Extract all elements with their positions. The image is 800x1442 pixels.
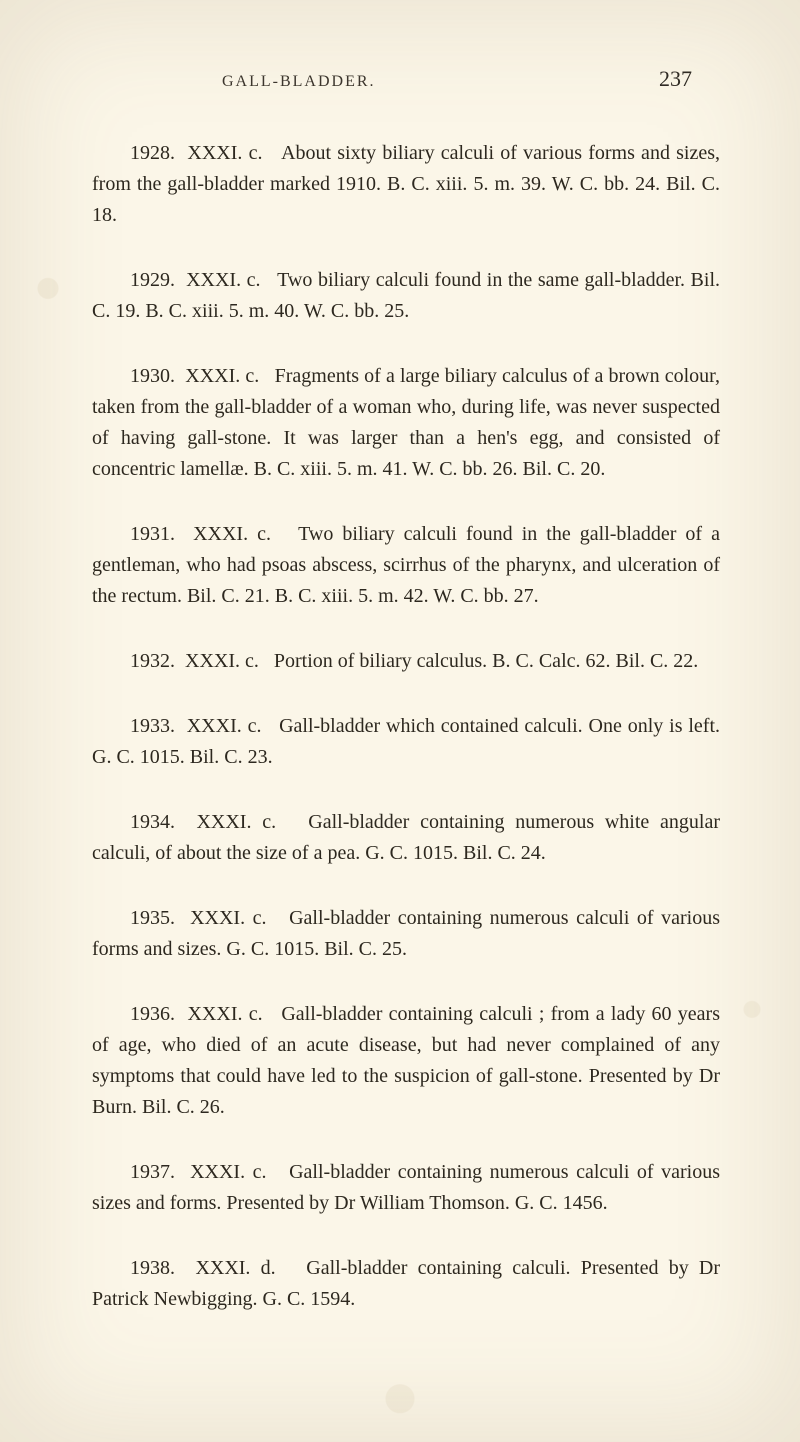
entry-class: XXXI. c.	[185, 365, 259, 387]
catalogue-entry: 1936. XXXI. c. Gall-bladder containing c…	[92, 999, 720, 1123]
page-number: 237	[659, 66, 692, 92]
entry-class: XXXI. c.	[193, 523, 271, 545]
catalogue-entry: 1930. XXXI. c. Fragments of a large bili…	[92, 361, 720, 485]
entry-class: XXXI. c.	[187, 1003, 262, 1025]
entry-number: 1938.	[130, 1257, 175, 1279]
entry-number: 1930.	[130, 365, 175, 387]
entry-class: XXXI. c.	[190, 907, 266, 929]
catalogue-entry: 1938. XXXI. d. Gall-bladder containing c…	[92, 1253, 720, 1315]
entry-number: 1936.	[130, 1003, 175, 1025]
entry-text: Gall-bladder containing calculi. Present…	[92, 1257, 720, 1310]
entry-number: 1933.	[130, 715, 175, 737]
entry-number: 1937.	[130, 1161, 175, 1183]
catalogue-entry: 1933. XXXI. c. Gall-bladder which contai…	[92, 711, 720, 773]
entry-number: 1928.	[130, 142, 175, 164]
entry-text: Two biliary calculi found in the gall-bl…	[92, 523, 720, 607]
page-header: GALL-BLADDER. 237	[92, 66, 720, 92]
entry-text: Gall-bladder containing numerous calculi…	[92, 907, 720, 960]
entry-class: XXXI. c.	[187, 715, 262, 737]
entry-number: 1931.	[130, 523, 175, 545]
catalogue-entry: 1929. XXXI. c. Two biliary calculi found…	[92, 265, 720, 327]
entry-class: XXXI. d.	[195, 1257, 275, 1279]
entry-text: Portion of biliary calculus. B. C. Calc.…	[274, 650, 698, 672]
entry-class: XXXI. c.	[186, 269, 260, 291]
catalogue-entry: 1932. XXXI. c. Portion of biliary calcul…	[92, 646, 720, 677]
entry-number: 1934.	[130, 811, 175, 833]
entry-class: XXXI. c.	[187, 142, 262, 164]
entry-number: 1935.	[130, 907, 175, 929]
entry-class: XXXI. c.	[185, 650, 259, 672]
catalogue-entry: 1935. XXXI. c. Gall-bladder containing n…	[92, 903, 720, 965]
catalogue-entry: 1928. XXXI. c. About sixty biliary calcu…	[92, 138, 720, 231]
entry-class: XXXI. c.	[190, 1161, 266, 1183]
catalogue-entry: 1934. XXXI. c. Gall-bladder containing n…	[92, 807, 720, 869]
entry-number: 1932.	[130, 650, 175, 672]
catalogue-entry: 1937. XXXI. c. Gall-bladder containing n…	[92, 1157, 720, 1219]
document-page: GALL-BLADDER. 237 1928. XXXI. c. About s…	[0, 0, 800, 1409]
running-title: GALL-BLADDER.	[222, 73, 376, 91]
entry-text: Gall-bladder containing numerous calculi…	[92, 1161, 720, 1214]
entry-class: XXXI. c.	[196, 811, 276, 833]
catalogue-entry: 1931. XXXI. c. Two biliary calculi found…	[92, 519, 720, 612]
entry-text: Gall-bladder containing numerous white a…	[92, 811, 720, 864]
entry-number: 1929.	[130, 269, 175, 291]
